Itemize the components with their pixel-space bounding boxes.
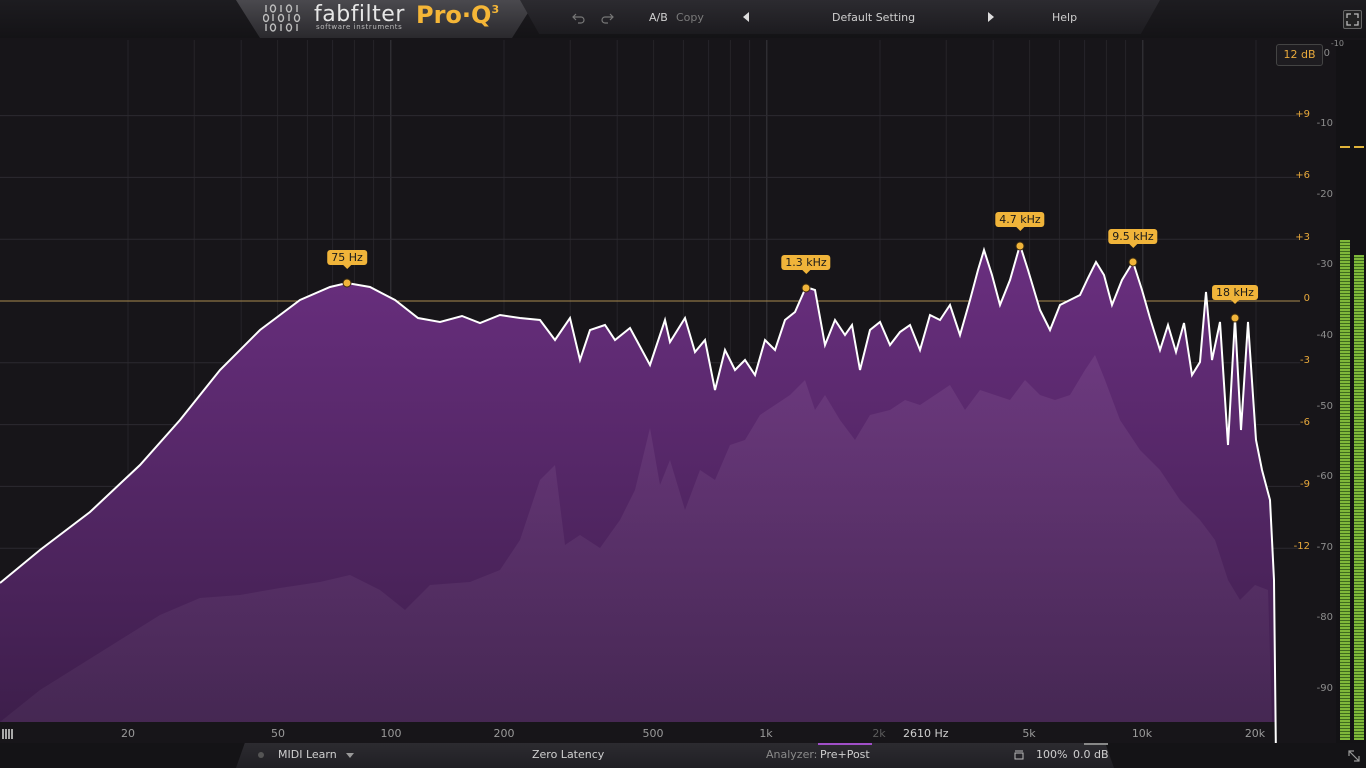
frequency-label: 100: [380, 727, 402, 740]
prev-preset-icon[interactable]: [743, 12, 749, 22]
gain-scale-label: +9: [1295, 109, 1310, 120]
product-title: Pro·Q: [416, 1, 492, 29]
meter-bar: [1354, 255, 1364, 740]
frequency-label: 500: [642, 727, 664, 740]
output-gain-indicator: [1084, 743, 1108, 745]
preset-name[interactable]: Default Setting: [832, 11, 916, 24]
midi-learn-button[interactable]: MIDI Learn: [278, 748, 337, 761]
meter-scale-label: -50: [1316, 401, 1333, 412]
band-node[interactable]: [1015, 241, 1025, 251]
zoom-level[interactable]: 100%: [1036, 748, 1068, 761]
help-button[interactable]: Help: [1052, 11, 1078, 24]
ab-button[interactable]: A/B: [649, 11, 668, 24]
analyzer-mode[interactable]: Pre+Post: [820, 748, 870, 761]
band-frequency-tag[interactable]: 4.7 kHz: [995, 212, 1045, 231]
piano-icon[interactable]: [2, 729, 14, 739]
frequency-label: 20: [121, 727, 135, 740]
logo-plate: [236, 0, 536, 38]
frequency-label: 1k: [759, 727, 773, 740]
meter-scale-label: -20: [1316, 189, 1333, 200]
resize-icon[interactable]: [1348, 750, 1360, 762]
band-node[interactable]: [801, 283, 811, 293]
frequency-label: 200: [493, 727, 515, 740]
frequency-label: 10k: [1131, 727, 1153, 740]
band-frequency-tag[interactable]: 1.3 kHz: [781, 255, 831, 274]
menu-plate: [520, 0, 1160, 34]
analyzer-indicator: [818, 743, 872, 745]
product-version: 3: [491, 3, 500, 16]
fullscreen-icon[interactable]: [1343, 10, 1362, 29]
meter-scale-label: -10: [1316, 118, 1333, 129]
meter-scale-label: -30: [1316, 259, 1333, 270]
gain-scale-label: -6: [1300, 417, 1310, 428]
meter-scale-label: -90: [1316, 683, 1333, 694]
analyzer-label: Analyzer:: [766, 748, 818, 761]
frequency-label: 5k: [1022, 727, 1036, 740]
brand-name: fabfilter: [314, 2, 405, 27]
meter-scale-label: -40: [1316, 330, 1333, 341]
pre-spectrum-overlay: [0, 355, 1272, 722]
band-frequency-tag[interactable]: 18 kHz: [1212, 285, 1258, 304]
meter-scale-label: -70: [1316, 542, 1333, 553]
undo-icon[interactable]: [572, 12, 586, 24]
gain-scale-label: -12: [1293, 541, 1310, 552]
bottom-plate: [236, 743, 1114, 768]
meter-peak: [1340, 146, 1350, 148]
cursor-frequency: 2610 Hz: [903, 727, 949, 740]
meter-scale-label: 0: [1323, 48, 1330, 59]
display-range-button[interactable]: 12 dB: [1276, 44, 1323, 66]
meter-scale-label: -10: [1330, 39, 1344, 48]
midi-learn-led-icon[interactable]: [258, 752, 264, 758]
gain-scale-label: +6: [1295, 170, 1310, 181]
phase-icon[interactable]: [1014, 750, 1024, 760]
brand-subtitle: software instruments: [316, 23, 403, 31]
eq-graph[interactable]: [0, 38, 1366, 743]
meter-peak: [1354, 146, 1364, 148]
frequency-label: 2k: [872, 727, 886, 740]
fabfilter-logo-icon: [263, 4, 301, 32]
meter-scale-label: -60: [1316, 471, 1333, 482]
meter-bar: [1340, 240, 1350, 740]
band-node[interactable]: [1128, 257, 1138, 267]
gain-scale-label: +3: [1295, 232, 1310, 243]
next-preset-icon[interactable]: [988, 12, 994, 22]
band-frequency-tag[interactable]: 9.5 kHz: [1108, 229, 1158, 248]
copy-button[interactable]: Copy: [676, 11, 704, 24]
gain-scale-label: 0: [1303, 293, 1310, 304]
band-node[interactable]: [342, 278, 352, 288]
redo-icon[interactable]: [600, 12, 614, 24]
midi-dropdown-icon[interactable]: [346, 753, 354, 758]
product-name: Pro·Q3: [416, 1, 499, 29]
meter-scale-label: -80: [1316, 612, 1333, 623]
band-frequency-tag[interactable]: 75 Hz: [327, 250, 367, 269]
latency-mode[interactable]: Zero Latency: [532, 748, 605, 761]
output-gain[interactable]: 0.0 dB: [1073, 748, 1109, 761]
frequency-label: 20k: [1244, 727, 1266, 740]
gain-scale-label: -3: [1300, 355, 1310, 366]
frequency-label: 50: [271, 727, 285, 740]
eq-curve: [0, 241, 1277, 743]
band-node[interactable]: [1230, 313, 1240, 323]
gain-scale-label: -9: [1300, 479, 1310, 490]
